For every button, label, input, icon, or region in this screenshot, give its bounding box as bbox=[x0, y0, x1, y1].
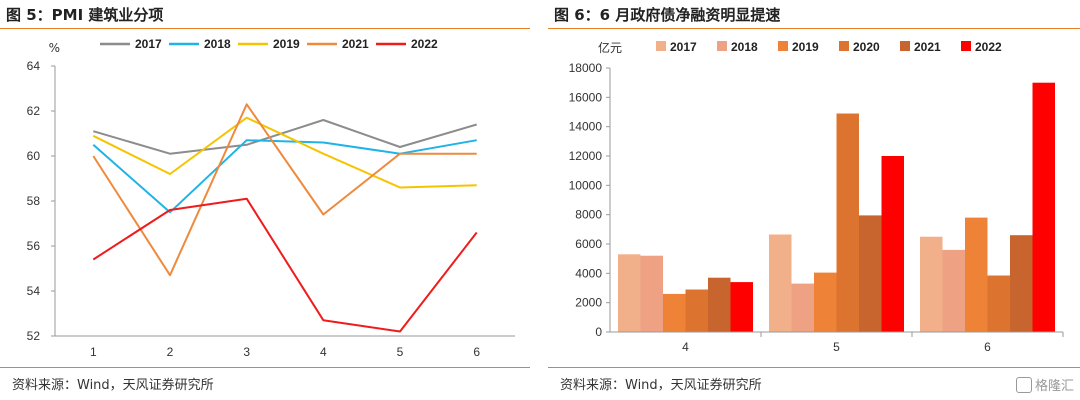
legend-label-2017: 2017 bbox=[670, 40, 697, 54]
y-tick-label: 0 bbox=[595, 325, 602, 339]
y-tick-label: 4000 bbox=[575, 266, 602, 280]
pmi-construction-panel: 图 5：PMI 建筑业分项 % 52 54 56 58 60 62 64 1 2 3 4 5 6 2017 2… bbox=[0, 0, 530, 400]
x-tick-label: 1 bbox=[90, 345, 97, 359]
legend-swatch-2019 bbox=[778, 41, 788, 51]
y-tick-label: 16000 bbox=[569, 90, 603, 104]
y-tick-label: 52 bbox=[27, 329, 41, 343]
bar-5-2018 bbox=[791, 283, 814, 332]
series-line-2021 bbox=[92, 103, 477, 277]
watermark-icon bbox=[1015, 377, 1032, 393]
y-tick-label: 14000 bbox=[569, 120, 603, 134]
watermark-text: 格隆汇 bbox=[1034, 379, 1074, 394]
legend-label-2018: 2018 bbox=[731, 40, 758, 54]
y-tick-label: 12000 bbox=[569, 149, 603, 163]
x-tick-label: 4 bbox=[320, 345, 327, 359]
gov-bond-bar-chart: 亿元 0 2000 4000 6000 8000 10000 12000 14000 16000 1… bbox=[569, 40, 1064, 354]
y-axis-unit: 亿元 bbox=[598, 40, 622, 55]
bar-6-2020 bbox=[987, 275, 1010, 332]
legend-label-2019: 2019 bbox=[273, 37, 300, 51]
bar-6-2018 bbox=[942, 249, 965, 332]
legend-label-2022: 2022 bbox=[975, 40, 1002, 54]
series-line-2017 bbox=[93, 119, 477, 155]
y-tick-label: 6000 bbox=[575, 237, 602, 251]
bar-5-2021 bbox=[859, 215, 882, 332]
gov-bond-financing-panel: 图 6：6 月政府债净融资明显提速 亿元 0 2000 4000 6000 8000 100… bbox=[548, 0, 1080, 400]
bar-6-2019 bbox=[965, 217, 988, 332]
legend-label-2019: 2019 bbox=[792, 40, 819, 54]
x-tick-label: 3 bbox=[243, 345, 250, 359]
source-note: 资料来源：Wind，天风证券研究所 bbox=[560, 378, 762, 393]
legend-swatch-2018 bbox=[717, 41, 727, 51]
bar-5-2020 bbox=[836, 113, 859, 332]
watermark-logo: 格隆汇 bbox=[1015, 375, 1074, 394]
title-divider bbox=[0, 28, 530, 29]
bar-4-2018 bbox=[640, 255, 663, 332]
legend-label-2020: 2020 bbox=[853, 40, 880, 54]
y-tick-label: 58 bbox=[27, 194, 41, 208]
y-axis-unit: % bbox=[49, 41, 60, 55]
y-tick-label: 54 bbox=[27, 284, 41, 298]
x-tick-label: 6 bbox=[473, 345, 480, 359]
chart-title: 图 5：PMI 建筑业分项 bbox=[6, 6, 164, 24]
title-divider bbox=[548, 28, 1080, 29]
bar-4-2022 bbox=[730, 282, 753, 332]
x-tick-label: 5 bbox=[397, 345, 404, 359]
bar-4-2020 bbox=[685, 289, 708, 332]
legend-label-2021: 2021 bbox=[914, 40, 941, 54]
series-line-2022 bbox=[92, 197, 478, 333]
legend-label-2017: 2017 bbox=[135, 37, 162, 51]
legend-swatch-2017 bbox=[656, 41, 666, 51]
source-divider bbox=[548, 367, 1080, 368]
y-tick-label: 2000 bbox=[575, 296, 602, 310]
bar-6-2017 bbox=[920, 236, 943, 332]
source-divider bbox=[0, 367, 530, 368]
series-line-2018 bbox=[92, 139, 477, 214]
bar-4-2017 bbox=[618, 254, 641, 332]
bar-5-2017 bbox=[769, 234, 792, 332]
legend-swatch-2020 bbox=[839, 41, 849, 51]
legend-swatch-2021 bbox=[900, 41, 910, 51]
x-tick-label: 6 bbox=[984, 340, 991, 354]
bar-4-2021 bbox=[708, 277, 731, 332]
y-tick-label: 56 bbox=[27, 239, 41, 253]
y-tick-label: 62 bbox=[27, 104, 41, 118]
y-tick-label: 64 bbox=[27, 59, 41, 73]
y-tick-label: 8000 bbox=[575, 208, 602, 222]
bar-4-2019 bbox=[663, 293, 686, 332]
bar-6-2021 bbox=[1010, 235, 1033, 332]
legend-swatch-2022 bbox=[961, 41, 971, 51]
legend-label-2021: 2021 bbox=[342, 37, 369, 51]
y-tick-label: 18000 bbox=[569, 61, 603, 75]
bar-6-2022 bbox=[1032, 82, 1055, 332]
source-note: 资料来源：Wind，天风证券研究所 bbox=[12, 378, 214, 393]
x-tick-label: 4 bbox=[682, 340, 689, 354]
bar-5-2022 bbox=[881, 156, 904, 332]
series-line-2019 bbox=[92, 116, 477, 189]
legend-label-2022: 2022 bbox=[411, 37, 438, 51]
x-tick-label: 2 bbox=[167, 345, 174, 359]
chart-title: 图 6：6 月政府债净融资明显提速 bbox=[554, 6, 781, 24]
y-tick-label: 10000 bbox=[569, 178, 603, 192]
legend-label-2018: 2018 bbox=[204, 37, 231, 51]
x-tick-label: 5 bbox=[833, 340, 840, 354]
bar-5-2019 bbox=[814, 272, 837, 332]
y-tick-label: 60 bbox=[27, 149, 41, 163]
